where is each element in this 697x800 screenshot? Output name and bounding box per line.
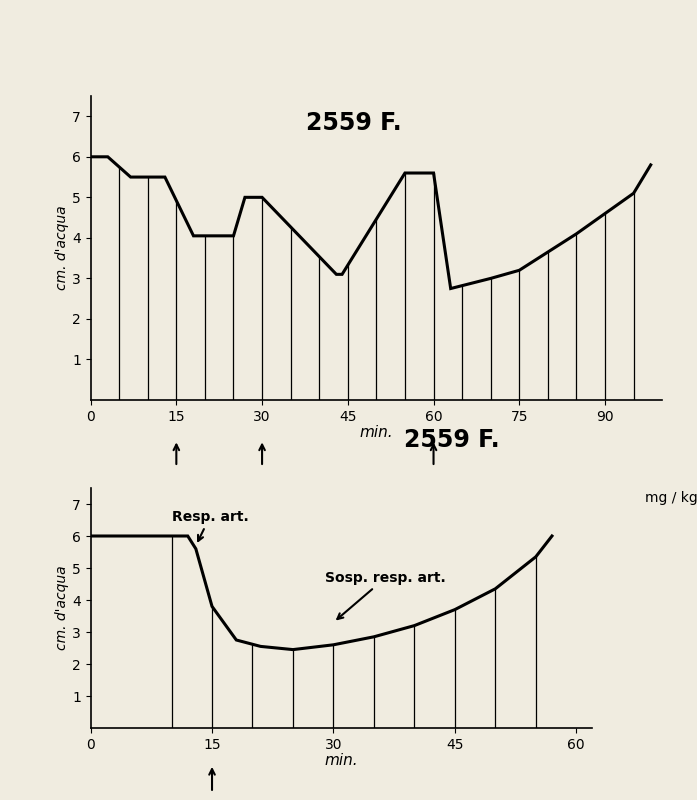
Text: Resp. art.: Resp. art. xyxy=(171,510,248,541)
X-axis label: min.: min. xyxy=(325,753,358,768)
Text: 2559 F.: 2559 F. xyxy=(404,428,500,452)
Text: 0,3: 0,3 xyxy=(251,491,273,506)
X-axis label: min.: min. xyxy=(360,425,393,440)
Text: 0,3: 0,3 xyxy=(165,491,187,506)
Text: 2559 F.: 2559 F. xyxy=(306,111,401,135)
Y-axis label: cm. d'acqua: cm. d'acqua xyxy=(55,566,69,650)
Text: Sosp. resp. art.: Sosp. resp. art. xyxy=(325,570,446,619)
Y-axis label: cm. d'acqua: cm. d'acqua xyxy=(55,206,69,290)
Text: 0,3: 0,3 xyxy=(422,491,445,506)
Text: mg / kg: mg / kg xyxy=(645,491,697,506)
